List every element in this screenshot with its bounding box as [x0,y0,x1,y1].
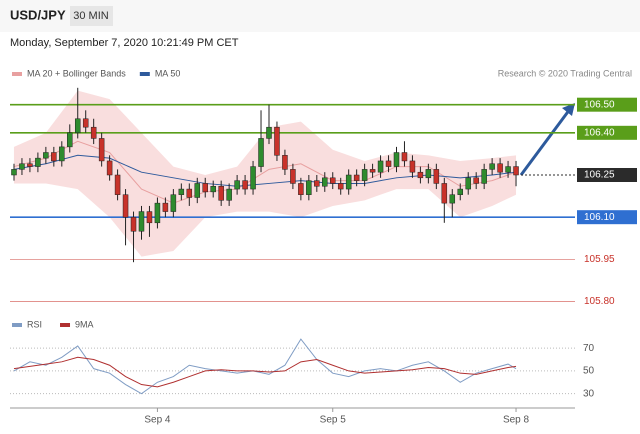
legend-swatch [139,72,150,76]
candle-body [186,188,193,198]
candle-body [162,202,169,212]
interval[interactable]: 30 MIN [73,10,109,22]
candle-body [441,183,448,204]
candle-body [513,166,519,176]
candle-body [234,180,240,190]
bollinger-band [13,90,517,257]
candle-body [465,177,471,190]
candle-body [106,160,113,176]
legend-swatch [60,323,71,327]
candle-body [409,160,416,173]
candle-body [59,146,65,162]
forecast-arrow [519,108,572,176]
candle-body [51,152,57,162]
legend-swatch [12,323,22,327]
candle-body [417,171,424,179]
candle-body [393,152,400,167]
y-tick-label: 50 [583,366,595,377]
candle-body [11,169,17,176]
candle-body [154,202,161,224]
candle-body [74,118,81,134]
level-label: 105.95 [584,254,615,265]
symbol: USD/JPY [10,7,66,22]
candle-body [505,166,511,173]
candle-body [298,183,304,195]
x-tick-label: Sep 4 [144,415,171,426]
candle-body [489,163,495,170]
candle-body [146,211,153,224]
candle-body [266,126,272,139]
level-label: 105.80 [584,296,615,307]
candle-body [178,188,185,195]
candle-body [170,194,177,212]
level-box [577,97,637,112]
candle-body [345,174,352,190]
candle-body [369,169,376,173]
candle-body [82,118,89,128]
candle-body [35,157,41,167]
candle-body [27,163,33,167]
candle-body [226,188,232,201]
level-label: 106.25 [584,170,615,181]
candle-body [377,160,384,173]
legend-label: MA 50 [155,68,181,78]
arrow-head [562,103,575,116]
interval-box[interactable] [70,6,113,26]
level-box [577,125,637,140]
candle-body [122,194,129,218]
candle-body [138,211,145,232]
level-label: 106.50 [584,99,615,110]
x-tick-label: Sep 5 [320,415,347,426]
candle-body [425,169,432,179]
legend-label: 9MA [75,319,94,329]
candle-body [90,126,97,139]
level-label: 106.10 [584,212,615,223]
credit: Research © 2020 Trading Central [498,68,632,78]
candle-body [194,183,201,198]
candle-body [67,132,73,148]
candle-body [19,163,25,170]
candle-body [250,166,256,190]
timestamp: Monday, September 7, 2020 10:21:49 PM CE… [10,37,239,49]
candle-body [218,186,224,201]
rsi-line [13,338,517,395]
legend-swatch [12,72,22,76]
candle-body [210,186,216,193]
candle-body [43,152,49,159]
candle-body [337,183,344,190]
candle-body [385,160,392,167]
candle-body [130,216,137,232]
candle-body [497,163,503,173]
candle-body [361,169,368,181]
candle-body [202,183,208,193]
candle-body [314,180,320,187]
candle-body [433,169,440,184]
candle-body [306,180,312,195]
candle-body [282,155,288,170]
candle-body [274,126,280,156]
candle-body [329,177,336,184]
candle-body [242,180,248,190]
candle-body [322,177,328,187]
y-tick-label: 30 [583,388,595,399]
candle-body [353,174,360,181]
legend-label: MA 20 + Bollinger Bands [27,68,126,78]
rsi-line [13,356,517,388]
level-box [577,168,637,182]
candle-body [98,138,105,162]
candle-body [290,169,296,184]
candle-body [258,138,264,167]
level-box [577,210,637,225]
x-tick-label: Sep 8 [503,415,530,426]
candle-body [473,177,479,184]
candle-body [481,169,487,184]
legend-label: RSI [27,319,42,329]
candle-body [449,194,456,204]
level-label: 106.40 [584,127,615,138]
y-tick-label: 70 [583,343,595,354]
candle-body [401,152,408,162]
candle-body [457,188,463,195]
candle-body [114,174,121,195]
